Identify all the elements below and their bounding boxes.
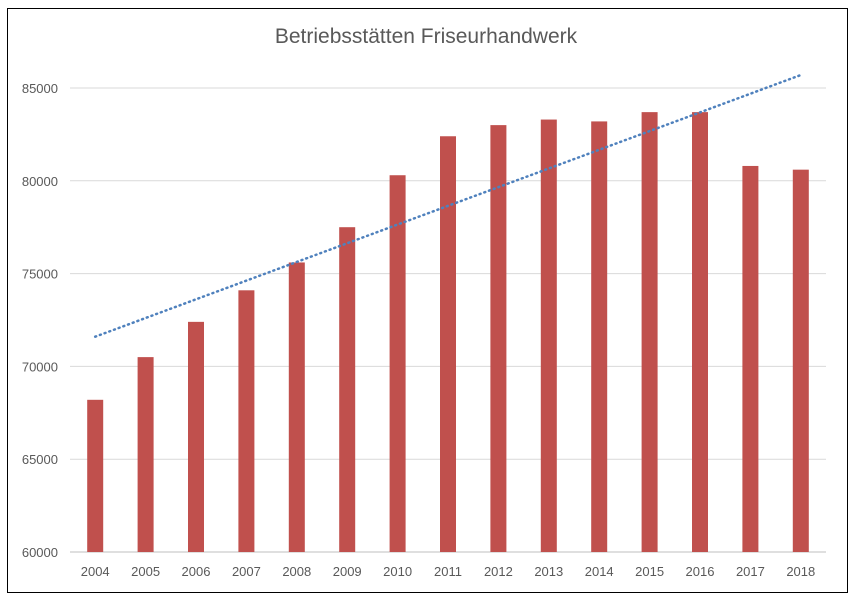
bar-2008: [288, 262, 305, 552]
bar-2011: [440, 136, 456, 553]
chart-title: Betriebsstätten Friseurhandwerk: [275, 25, 578, 48]
x-tick-label: 2018: [786, 564, 815, 579]
bar-2010: [389, 175, 406, 552]
x-tick-label: 2011: [434, 564, 462, 579]
y-tick-label: 75000: [22, 267, 58, 282]
y-tick-label: 60000: [22, 545, 58, 560]
bar-2006: [188, 321, 204, 552]
bar-2015: [641, 112, 658, 553]
x-tick-label: 2017: [736, 564, 765, 579]
x-tick-label: 2008: [282, 564, 311, 579]
bar-2012: [490, 125, 507, 553]
x-tick-label: 2010: [383, 564, 412, 579]
chart-border: [7, 8, 848, 593]
y-tick-label: 70000: [22, 359, 58, 374]
x-tick-label: 2005: [131, 564, 160, 579]
linear-trendline: [93, 73, 803, 338]
bar-2007: [238, 290, 255, 552]
bar-2013: [540, 119, 557, 552]
x-tick-label: 2009: [333, 564, 362, 579]
x-tick-label: 2012: [484, 564, 513, 579]
bar-2016: [692, 112, 708, 553]
x-tick-label: 2016: [686, 564, 715, 579]
bar-2005: [137, 357, 154, 552]
x-axis-ticks: 2004 2005 2006 2007 2008 2009 2010 2011 2012 2013…: [81, 564, 816, 579]
bar-2014: [591, 121, 608, 553]
x-tick-label: 2006: [182, 564, 211, 579]
x-tick-label: 2013: [534, 564, 563, 579]
trendline: [93, 73, 803, 338]
y-tick-label: 65000: [22, 452, 58, 467]
x-tick-label: 2004: [81, 564, 110, 579]
y-axis-ticks: 60000 65000 70000 75000 80000 85000: [22, 81, 58, 560]
x-tick-label: 2007: [232, 564, 261, 579]
x-tick-label: 2015: [635, 564, 664, 579]
bar-2017: [742, 165, 759, 552]
bar-2009: [339, 227, 356, 552]
y-tick-label: 85000: [22, 81, 58, 96]
y-tick-label: 80000: [22, 174, 58, 189]
bar-2018: [792, 169, 809, 552]
bars: [87, 112, 809, 553]
x-tick-label: 2014: [585, 564, 614, 579]
bar-2004: [87, 399, 104, 552]
